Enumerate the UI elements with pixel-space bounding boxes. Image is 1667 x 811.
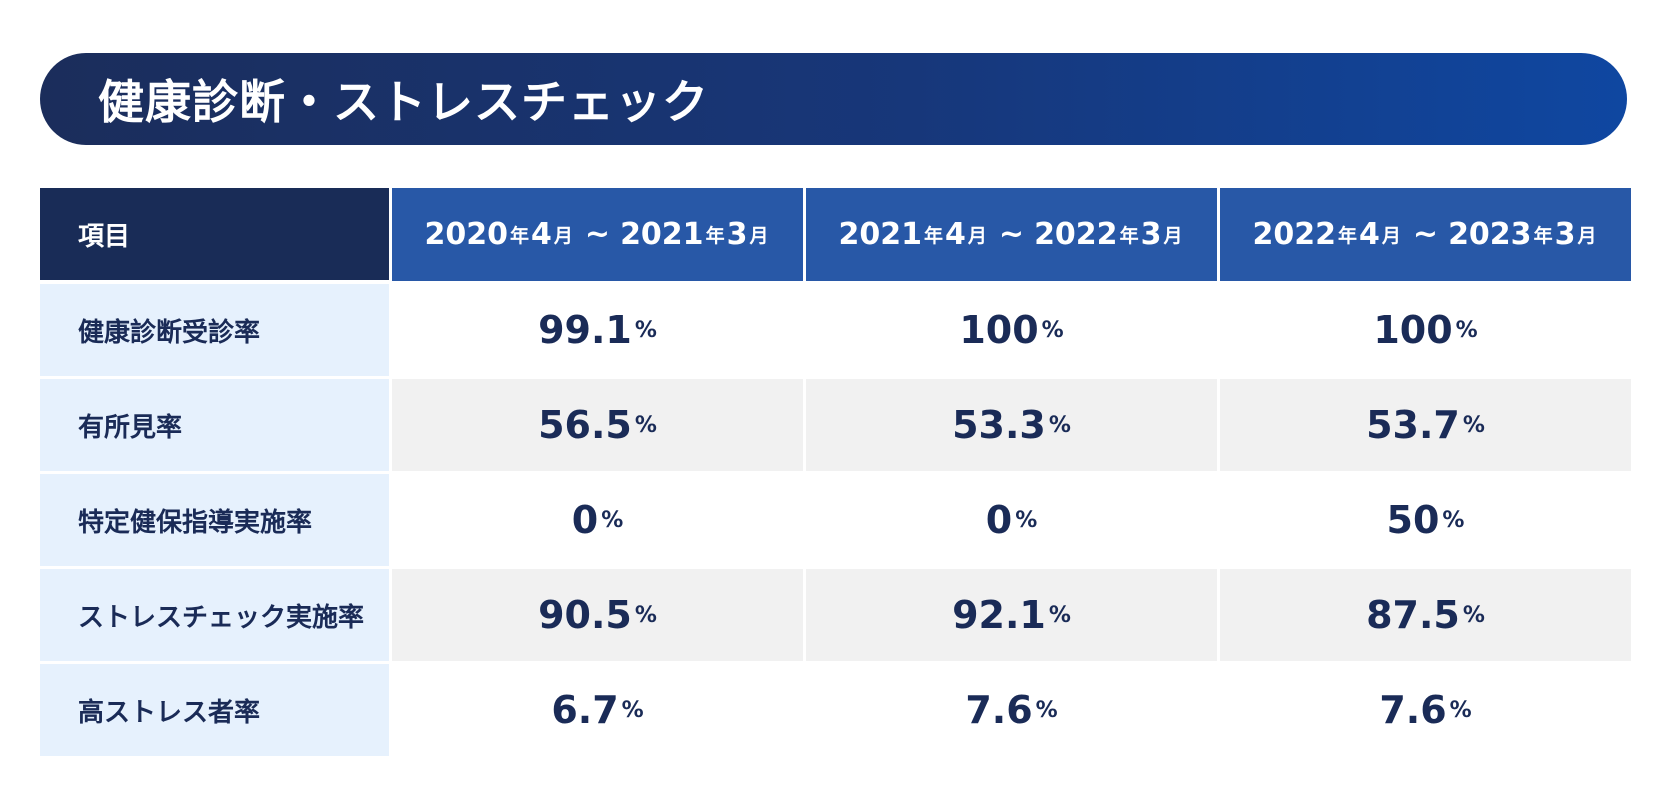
range-separator: ~	[1412, 217, 1439, 252]
period-start-year: 2021	[838, 217, 923, 252]
percent-unit: %	[1015, 507, 1038, 533]
year-unit: 年	[1119, 225, 1139, 247]
value-number: 87.5	[1366, 593, 1460, 637]
page-title: 健康診断・ストレスチェック	[98, 75, 709, 129]
value-cell: 53.3%	[806, 379, 1217, 471]
percent-unit: %	[1041, 317, 1064, 343]
row-label: 健康診断受診率	[78, 317, 261, 348]
value-cell: 6.7%	[392, 664, 803, 756]
header-item-label: 項目	[78, 221, 131, 252]
period-end-month: 3	[726, 217, 748, 252]
value-cell: 87.5%	[1220, 569, 1631, 661]
period-start-year: 2020	[424, 217, 509, 252]
percent-unit: %	[634, 412, 657, 438]
value-cell: 92.1%	[806, 569, 1217, 661]
percent-unit: %	[601, 507, 624, 533]
value-number: 0	[985, 498, 1013, 542]
percent-unit: %	[1462, 602, 1485, 628]
row-label-cell: 高ストレス者率	[40, 664, 389, 756]
month-unit: 月	[967, 225, 987, 247]
percent-unit: %	[1449, 697, 1472, 723]
month-unit: 月	[1163, 225, 1183, 247]
value-cell: 50%	[1220, 474, 1631, 566]
month-unit: 月	[1381, 225, 1401, 247]
header-cell-item: 項目	[40, 188, 389, 280]
value-cell: 0%	[392, 474, 803, 566]
row-label-cell: 健康診断受診率	[40, 284, 389, 376]
month-unit: 月	[1577, 225, 1597, 247]
percent-unit: %	[1048, 602, 1071, 628]
row-label-cell: 特定健保指導実施率	[40, 474, 389, 566]
row-label: 高ストレス者率	[78, 697, 261, 728]
value-number: 7.6	[965, 688, 1033, 732]
header-cell-period: 2020 年 4 月 ~2021 年 3 月	[392, 188, 803, 281]
value-number: 6.7	[551, 688, 619, 732]
year-unit: 年	[705, 225, 725, 247]
value-cell: 7.6%	[1220, 664, 1631, 756]
value-cell: 100%	[806, 284, 1217, 376]
percent-unit: %	[634, 317, 657, 343]
year-unit: 年	[924, 225, 944, 247]
value-number: 90.5	[538, 593, 632, 637]
value-number: 100	[1373, 308, 1453, 352]
value-number: 53.7	[1366, 403, 1460, 447]
value-cell: 56.5%	[392, 379, 803, 471]
value-number: 50	[1386, 498, 1440, 542]
year-unit: 年	[510, 225, 530, 247]
value-cell: 7.6%	[806, 664, 1217, 756]
header-cell-period: 2021 年 4 月 ~2022 年 3 月	[806, 188, 1217, 281]
value-cell: 99.1%	[392, 284, 803, 376]
year-unit: 年	[1533, 225, 1553, 247]
period-end-month: 3	[1140, 217, 1162, 252]
row-label: ストレスチェック実施率	[78, 602, 365, 633]
row-label: 有所見率	[78, 412, 183, 443]
value-number: 100	[959, 308, 1039, 352]
row-label: 特定健保指導実施率	[78, 507, 313, 538]
period-end-year: 2023	[1448, 217, 1532, 252]
value-number: 53.3	[952, 403, 1046, 447]
period-start-year: 2022	[1252, 217, 1337, 252]
header-cell-period: 2022 年 4 月 ~2023 年 3 月	[1220, 188, 1631, 281]
percent-unit: %	[634, 602, 657, 628]
percent-unit: %	[1035, 697, 1058, 723]
title-banner: 健康診断・ストレスチェック	[40, 53, 1627, 145]
value-number: 92.1	[952, 593, 1046, 637]
value-number: 56.5	[538, 403, 632, 447]
period-end-year: 2022	[1034, 217, 1118, 252]
range-separator: ~	[584, 217, 611, 252]
period-end-year: 2021	[620, 217, 704, 252]
period-start-month: 4	[531, 217, 552, 252]
data-table: 項目 2020 年 4 月 ~2021 年 3 月 2021 年 4 月 ~2022 年 3 月 2022 年 4 月…	[40, 188, 1631, 756]
percent-unit: %	[1462, 412, 1485, 438]
value-cell: 0%	[806, 474, 1217, 566]
value-number: 0	[571, 498, 599, 542]
period-end-month: 3	[1554, 217, 1576, 252]
percent-unit: %	[1455, 317, 1478, 343]
row-label-cell: ストレスチェック実施率	[40, 569, 389, 661]
month-unit: 月	[749, 225, 769, 247]
month-unit: 月	[553, 225, 573, 247]
value-cell: 90.5%	[392, 569, 803, 661]
year-unit: 年	[1338, 225, 1358, 247]
period-start-month: 4	[1359, 217, 1380, 252]
percent-unit: %	[1442, 507, 1465, 533]
percent-unit: %	[1048, 412, 1071, 438]
row-label-cell: 有所見率	[40, 379, 389, 471]
range-separator: ~	[998, 217, 1025, 252]
value-cell: 53.7%	[1220, 379, 1631, 471]
value-number: 7.6	[1379, 688, 1447, 732]
value-cell: 100%	[1220, 284, 1631, 376]
value-number: 99.1	[538, 308, 632, 352]
percent-unit: %	[621, 697, 644, 723]
period-start-month: 4	[945, 217, 966, 252]
